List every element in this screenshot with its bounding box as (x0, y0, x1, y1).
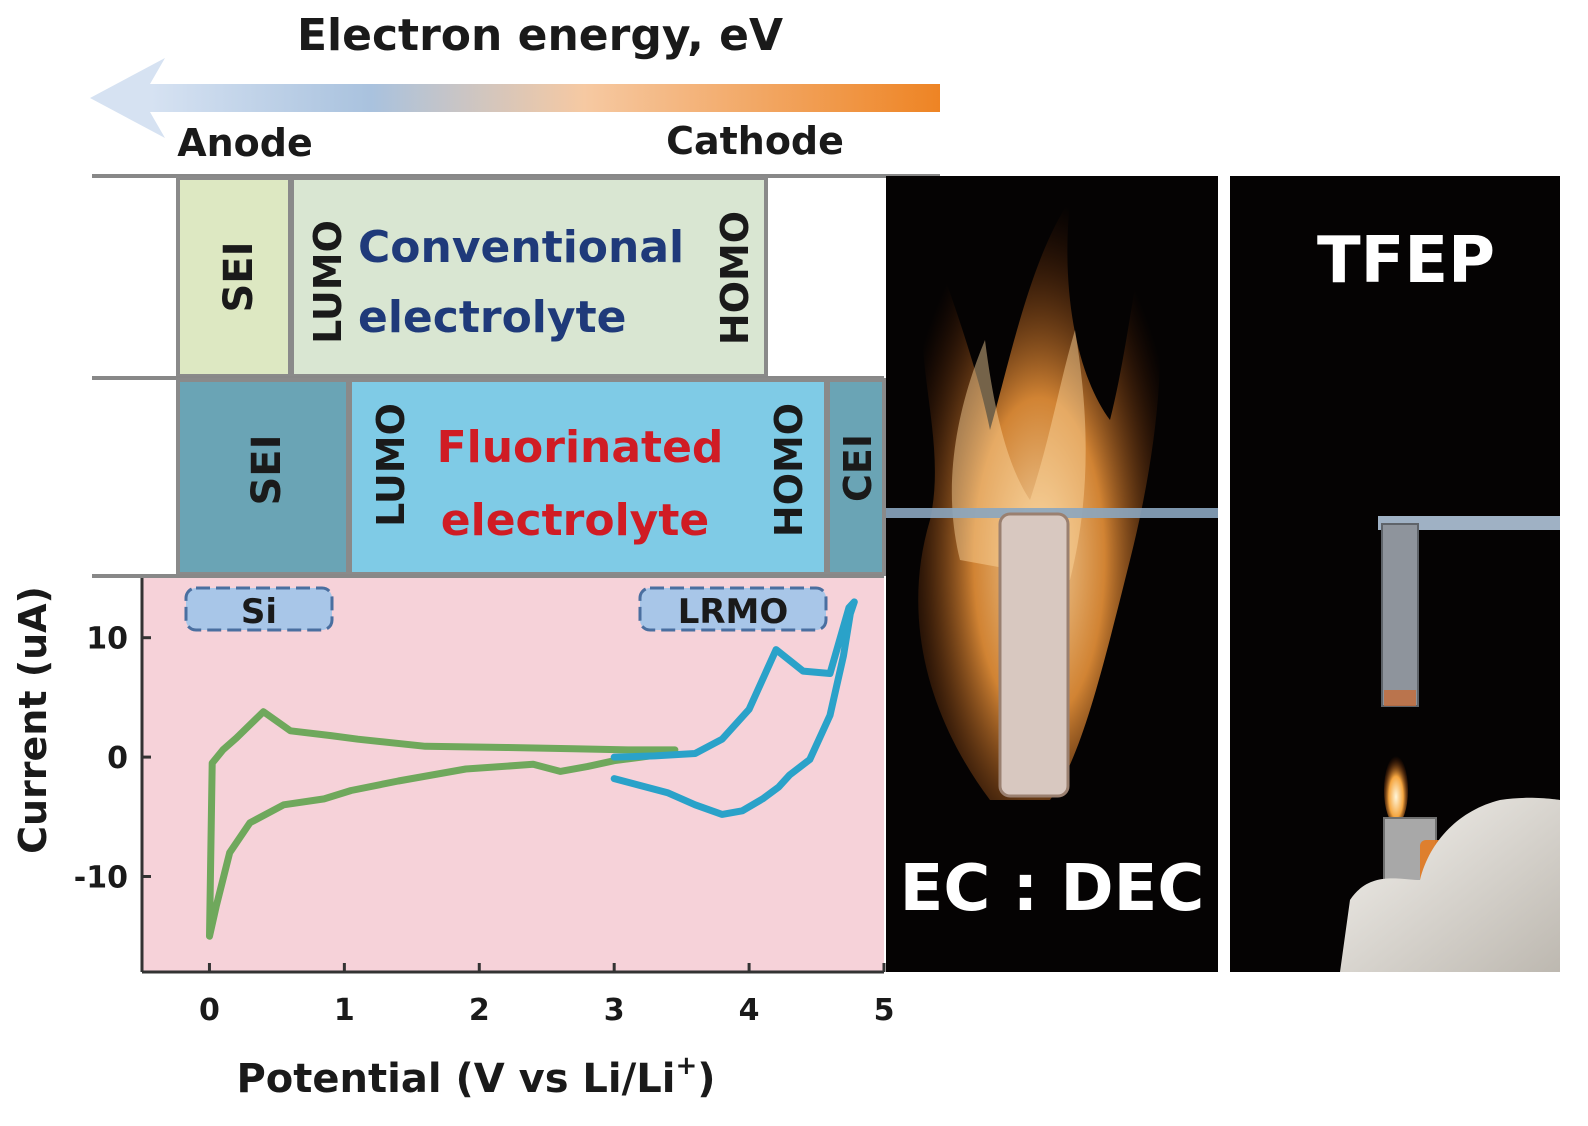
separator-strip (998, 512, 1070, 798)
conventional-window-box (290, 176, 768, 378)
y-tick-label: 10 (86, 622, 128, 657)
anode-label: Anode (177, 121, 313, 165)
conventional-name-line1: Conventional (358, 222, 684, 273)
y-tick-label: 0 (107, 741, 128, 776)
cathode-label: Cathode (666, 119, 844, 163)
energy-axis-title: Electron energy, eV (297, 10, 783, 61)
x-axis-label: Potential (V vs Li/Li+) (236, 1051, 715, 1102)
flame (918, 200, 1161, 800)
fluorinated-electrolyte-row: SEI LUMO Fluorinated electrolyte HOMO CE… (92, 376, 886, 576)
fluorinated-name-line2: electrolyte (441, 495, 709, 546)
fluorinated-sei-label: SEI (244, 434, 290, 505)
x-tick-label: 3 (604, 993, 625, 1028)
x-tick-label: 4 (739, 993, 760, 1028)
si-annotation: Si (184, 586, 334, 632)
fluorinated-lumo-label: LUMO (369, 403, 413, 527)
y-tick-label: -10 (74, 860, 128, 895)
cv-plot: 0 1 2 3 4 5 10 0 -10 Si LRMO Current (uA) Poten… (11, 574, 894, 1102)
fluorinated-homo-label: HOMO (767, 403, 811, 537)
energy-arrow (90, 58, 940, 138)
lrmo-annotation: LRMO (638, 586, 828, 632)
y-ticks: 10 0 -10 (74, 622, 151, 895)
x-tick-label: 2 (469, 993, 490, 1028)
tfep-caption: TFEP (1317, 224, 1495, 298)
conventional-electrolyte-row: SEI LUMO Conventional electrolyte HOMO (92, 174, 940, 378)
lrmo-annotation-label: LRMO (678, 592, 789, 632)
fluorinated-cei-label: CEI (836, 434, 880, 502)
conventional-homo-label: HOMO (713, 211, 757, 345)
gloved-hand (1340, 797, 1560, 972)
series-line-lrmo (610, 598, 858, 818)
y-axis-label: Current (uA) (11, 586, 55, 854)
fluorinated-name-line1: Fluorinated (437, 422, 724, 473)
x-tick-label: 1 (334, 993, 355, 1028)
ec-dec-caption: EC : DEC (900, 852, 1205, 926)
x-tick-label: 5 (874, 993, 895, 1028)
separator-strip (1381, 523, 1419, 707)
conventional-lumo-label: LUMO (306, 220, 350, 344)
metal-rod (1378, 516, 1560, 530)
series-line-si (206, 708, 679, 940)
conventional-sei-label: SEI (216, 241, 262, 312)
x-tick-label: 0 (199, 993, 220, 1028)
si-annotation-label: Si (241, 592, 277, 632)
lighter-flame (1384, 756, 1408, 824)
conventional-sei-box (176, 176, 292, 378)
plot-background (142, 578, 884, 972)
tfep-flame-photo: TFEP (1230, 176, 1560, 972)
conventional-name-line2: electrolyte (358, 292, 626, 343)
x-ticks: 0 1 2 3 4 5 (199, 963, 894, 1028)
ec-dec-flame-photo: EC : DEC (886, 176, 1218, 972)
cv-curves (206, 598, 858, 940)
